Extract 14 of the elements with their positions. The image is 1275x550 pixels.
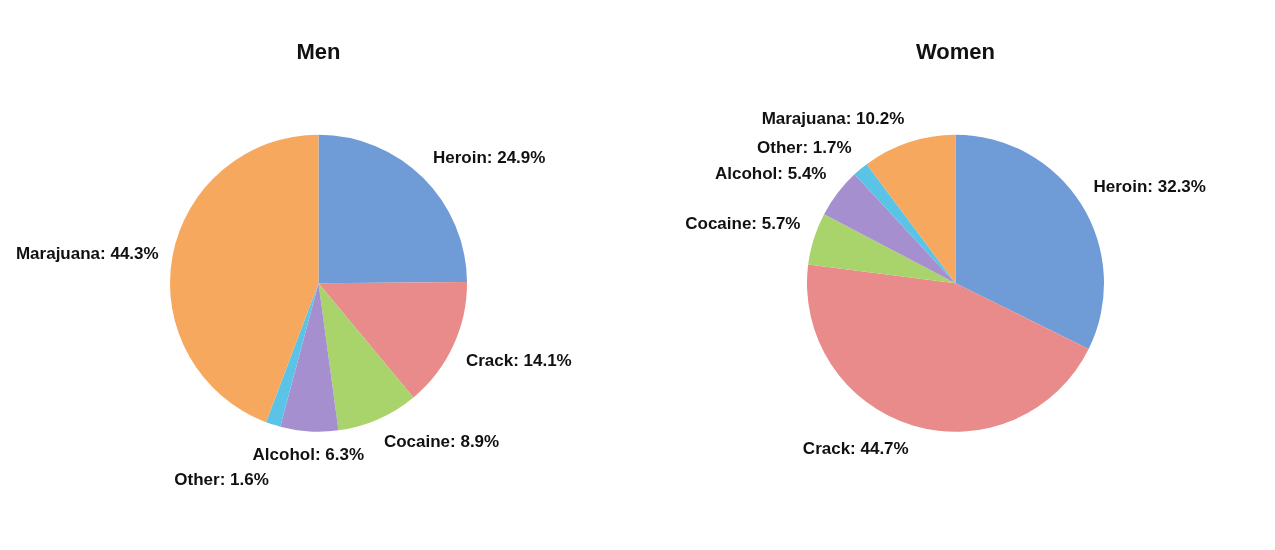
slice-label: Other: 1.6% [174, 469, 269, 489]
slice-label: Heroin: 24.9% [432, 147, 546, 167]
slice-label: Cocaine: 8.9% [383, 431, 500, 451]
slice-label: Heroin: 32.3% [1093, 177, 1206, 197]
slice-label: Marajuana: 10.2% [761, 108, 905, 128]
chart-title: Men [296, 39, 341, 65]
slice-label: Crack: 44.7% [802, 438, 909, 458]
slice-label: Marajuana: 44.3% [15, 243, 159, 263]
slice-label: Alcohol: 6.3% [252, 445, 365, 465]
slice-label: Other: 1.7% [757, 138, 852, 158]
chart-title: Women [915, 39, 996, 65]
slice-label: Cocaine: 5.7% [685, 214, 801, 234]
slice-label: Crack: 14.1% [465, 351, 572, 371]
slice-label: Alcohol: 5.4% [715, 164, 827, 184]
